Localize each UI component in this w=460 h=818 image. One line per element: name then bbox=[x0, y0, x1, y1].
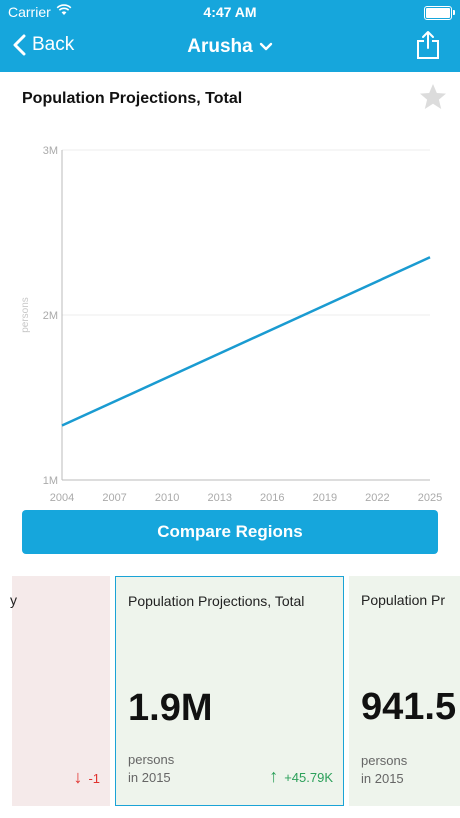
indicator-card-next[interactable]: Population Pr 941.5 persons in 2015 bbox=[349, 576, 460, 806]
back-button[interactable]: Back bbox=[12, 34, 74, 56]
x-tick-label: 2019 bbox=[313, 492, 337, 504]
card-value: 1.9M bbox=[128, 687, 213, 729]
card-title: Population Projections, Total bbox=[128, 593, 305, 609]
compare-regions-button[interactable]: Compare Regions bbox=[22, 510, 438, 554]
carrier-label: Carrier bbox=[8, 4, 51, 20]
chevron-down-icon bbox=[259, 36, 273, 58]
navigation-bar: Carrier 4:47 AM Back Arusha bbox=[0, 0, 460, 72]
chevron-left-icon bbox=[13, 34, 26, 56]
x-tick-label: 2013 bbox=[207, 492, 231, 504]
y-axis-label: persons bbox=[20, 297, 31, 333]
card-value: 941.5 bbox=[361, 686, 457, 728]
star-icon bbox=[420, 84, 446, 109]
y-tick-label: 2M bbox=[43, 310, 58, 322]
back-label: Back bbox=[32, 34, 75, 55]
card-change: ↑ +45.79K bbox=[269, 766, 333, 786]
y-tick-label: 1M bbox=[43, 475, 58, 487]
wifi-icon bbox=[56, 3, 72, 19]
region-title: Arusha bbox=[187, 36, 253, 57]
card-title: Population Pr bbox=[361, 592, 446, 608]
population-chart: 1M 2M 3M 2004 2007 2010 2013 2016 2019 2022 2025 … bbox=[0, 140, 460, 510]
card-unit: persons in 2015 bbox=[361, 753, 408, 786]
share-icon bbox=[417, 31, 439, 59]
series-line bbox=[61, 256, 431, 427]
indicator-cards: y ↓ -1 Population Projections, Total 1.9M… bbox=[0, 576, 460, 806]
battery-icon bbox=[424, 6, 455, 20]
x-tick-label: 2016 bbox=[260, 492, 284, 504]
indicator-card-selected[interactable]: Population Projections, Total 1.9M perso… bbox=[115, 576, 344, 806]
x-tick-label: 2025 bbox=[418, 492, 442, 504]
status-bar: Carrier 4:47 AM bbox=[0, 0, 460, 24]
y-tick-label: 3M bbox=[43, 145, 58, 157]
x-tick-label: 2010 bbox=[155, 492, 179, 504]
card-unit: persons in 2015 bbox=[128, 752, 175, 785]
x-tick-label: 2022 bbox=[365, 492, 389, 504]
favorite-button[interactable] bbox=[418, 82, 448, 117]
region-selector[interactable]: Arusha bbox=[0, 36, 460, 58]
share-button[interactable] bbox=[416, 30, 440, 65]
arrow-up-icon: ↑ bbox=[269, 766, 279, 786]
clock: 4:47 AM bbox=[203, 4, 257, 20]
indicator-title: Population Projections, Total bbox=[22, 90, 243, 107]
card-title: y bbox=[10, 592, 17, 608]
indicator-card-previous[interactable]: y ↓ -1 bbox=[10, 576, 110, 806]
arrow-down-icon: ↓ bbox=[73, 767, 83, 787]
x-tick-label: 2004 bbox=[50, 492, 74, 504]
x-tick-label: 2007 bbox=[102, 492, 126, 504]
card-change: ↓ -1 bbox=[73, 767, 100, 787]
